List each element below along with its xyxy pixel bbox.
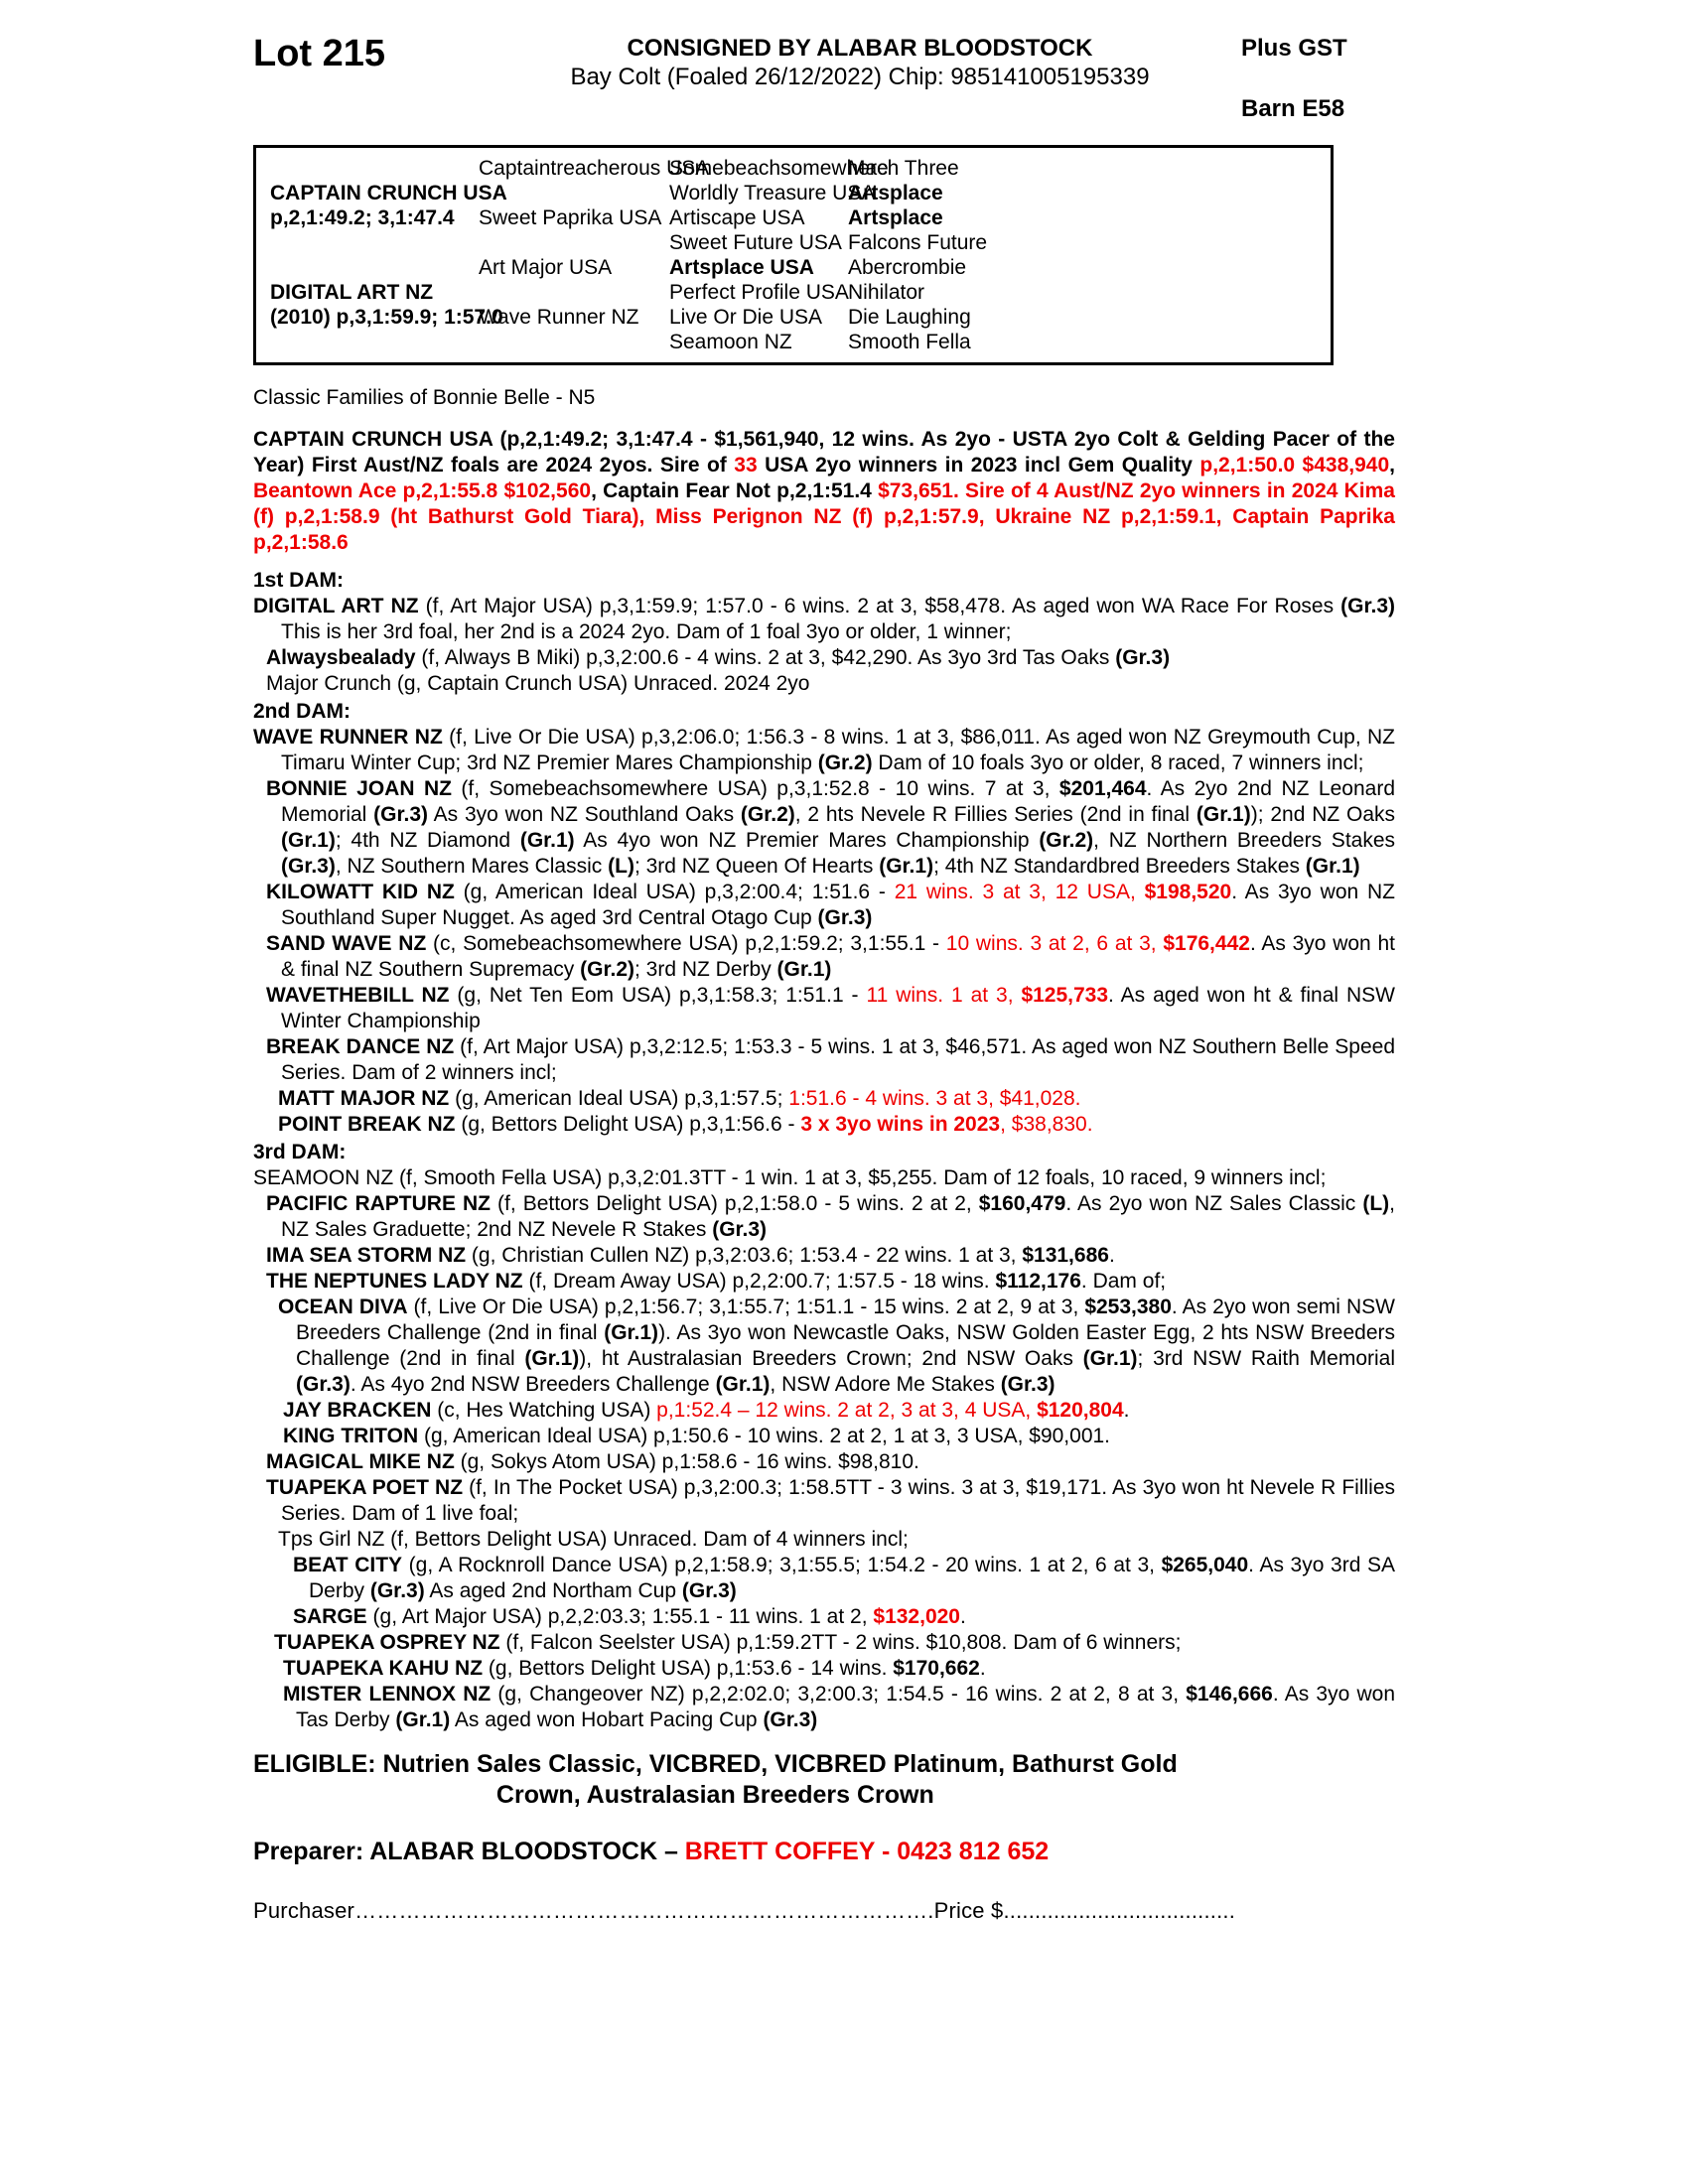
- pedigree-cell: [270, 330, 479, 354]
- entry-break-dance: BREAK DANCE NZ (f, Art Major USA) p,3,2:…: [266, 1035, 1396, 1084]
- purchaser-price-line: Purchaser…………………………………………………………………….Pric…: [253, 1898, 1236, 1923]
- pedigree-table: Captaintreacherous USA Somebeachsomewher…: [253, 145, 1334, 365]
- entry-alwaysbealady: Alwaysbealady (f, Always B Miki) p,3,2:0…: [266, 646, 1171, 669]
- header-center: CONSIGNED BY ALABAR BLOODSTOCK Bay Colt …: [487, 34, 1233, 91]
- entry-sarge: SARGE (g, Art Major USA) p,2,2:03.3; 1:5…: [293, 1605, 966, 1628]
- entry-ima-sea-storm: IMA SEA STORM NZ (g, Christian Cullen NZ…: [266, 1244, 1115, 1267]
- pedigree-cell: (2010) p,3,1:59.9; 1:57.0: [270, 306, 503, 329]
- pedigree-cell: Perfect Profile USA: [669, 281, 849, 304]
- family-note: Classic Families of Bonnie Belle - N5: [253, 386, 596, 409]
- pedigree-cell: Mach Three: [848, 157, 959, 180]
- pedigree-cell: DIGITAL ART NZ: [270, 281, 434, 304]
- pedigree-cell: [270, 230, 479, 255]
- pedigree-grid: Captaintreacherous USA Somebeachsomewher…: [270, 156, 1331, 354]
- entry-digital-art: DIGITAL ART NZ (f, Art Major USA) p,3,1:…: [253, 595, 1396, 643]
- pedigree-cell: Somebeachsomewhere: [669, 157, 889, 180]
- foaling-line: Bay Colt (Foaled 26/12/2022) Chip: 98514…: [570, 64, 1150, 90]
- entry-jay-bracken: JAY BRACKEN (c, Hes Watching USA) p,1:52…: [283, 1399, 1130, 1422]
- third-dam-heading: 3rd DAM:: [253, 1141, 347, 1163]
- pedigree-cell: Smooth Fella: [848, 331, 971, 353]
- entry-mister-lennox: MISTER LENNOX NZ (g, Changeover NZ) p,2,…: [283, 1683, 1395, 1731]
- entry-point-break: POINT BREAK NZ (g, Bettors Delight USA) …: [278, 1113, 1093, 1136]
- entry-tuapeka-osprey: TUAPEKA OSPREY NZ (f, Falcon Seelster US…: [274, 1631, 1182, 1654]
- pedigree-cell: Worldly Treasure USA: [669, 182, 876, 205]
- pedigree-cell: p,2,1:49.2; 3,1:47.4: [270, 206, 455, 229]
- barn-label: Barn E58: [1241, 95, 1345, 122]
- pedigree-cell: Die Laughing: [848, 306, 971, 329]
- pedigree-cell: [270, 156, 479, 181]
- pedigree-cell: [270, 255, 479, 280]
- entry-wavethebill: WAVETHEBILL NZ (g, Net Ten Eom USA) p,3,…: [266, 984, 1395, 1032]
- pedigree-cell: Sweet Paprika USA: [479, 206, 662, 229]
- first-dam-heading: 1st DAM:: [253, 569, 345, 592]
- entry-bonnie-joan: BONNIE JOAN NZ (f, Somebeachsomewhere US…: [266, 777, 1396, 878]
- entry-king-triton: KING TRITON (g, American Ideal USA) p,1:…: [283, 1425, 1111, 1447]
- entry-tuapeka-poet: TUAPEKA POET NZ (f, In The Pocket USA) p…: [266, 1476, 1396, 1525]
- eligibility-line-2: Crown, Australasian Breeders Crown: [495, 1781, 934, 1809]
- pedigree-cell: [479, 181, 669, 205]
- entry-kilowatt-kid: KILOWATT KID NZ (g, American Ideal USA) …: [266, 881, 1395, 929]
- preparer-line: Preparer: ALABAR BLOODSTOCK – BRETT COFF…: [253, 1838, 1050, 1865]
- header-right: Plus GST Barn E58: [1241, 34, 1395, 123]
- entry-magical-mike: MAGICAL MIKE NZ (g, Sokys Atom USA) p,1:…: [266, 1450, 919, 1473]
- lot-number: Lot 215: [253, 33, 386, 74]
- entry-major-crunch: Major Crunch (g, Captain Crunch USA) Unr…: [266, 672, 810, 695]
- pedigree-cell: Live Or Die USA: [669, 306, 823, 329]
- page-header: Lot 215 CONSIGNED BY ALABAR BLOODSTOCK B…: [253, 34, 1395, 123]
- entry-ocean-diva: OCEAN DIVA (f, Live Or Die USA) p,2,1:56…: [278, 1296, 1395, 1396]
- pedigree-cell: Sweet Future USA: [669, 231, 842, 254]
- pedigree-cell: [479, 230, 669, 255]
- entry-neptunes-lady: THE NEPTUNES LADY NZ (f, Dream Away USA)…: [266, 1270, 1167, 1293]
- entry-tuapeka-kahu: TUAPEKA KAHU NZ (g, Bettors Delight USA)…: [283, 1657, 986, 1680]
- pedigree-cell: Art Major USA: [479, 256, 613, 279]
- sire-paragraph: CAPTAIN CRUNCH USA (p,2,1:49.2; 3,1:47.4…: [253, 428, 1395, 554]
- pedigree-cell: Falcons Future: [848, 231, 988, 254]
- entry-pacific-rapture: PACIFIC RAPTURE NZ (f, Bettors Delight U…: [266, 1192, 1395, 1241]
- pedigree-cell: Artiscape USA: [669, 206, 805, 229]
- entry-tps-girl: Tps Girl NZ (f, Bettors Delight USA) Unr…: [278, 1528, 909, 1551]
- pedigree-cell: Artsplace: [848, 206, 943, 229]
- pedigree-cell: Wave Runner NZ: [479, 306, 639, 329]
- pedigree-cell: Seamoon NZ: [669, 331, 792, 353]
- second-dam-heading: 2nd DAM:: [253, 700, 351, 723]
- pedigree-cell: Abercrombie: [848, 256, 967, 279]
- pedigree-cell: Artsplace USA: [669, 256, 814, 279]
- pedigree-cell: Artsplace: [848, 182, 943, 205]
- entry-sand-wave: SAND WAVE NZ (c, Somebeachsomewhere USA)…: [266, 932, 1395, 981]
- plus-gst-label: Plus GST: [1241, 35, 1347, 62]
- eligibility-line-1: ELIGIBLE: Nutrien Sales Classic, VICBRED…: [253, 1750, 1178, 1778]
- consignor-title: CONSIGNED BY ALABAR BLOODSTOCK: [627, 35, 1093, 62]
- pedigree-cell: Captaintreacherous USA: [479, 157, 710, 180]
- pedigree-cell: [479, 280, 669, 305]
- pedigree-cell: CAPTAIN CRUNCH USA: [270, 182, 507, 205]
- entry-beat-city: BEAT CITY (g, A Rocknroll Dance USA) p,2…: [293, 1554, 1395, 1602]
- eligibility-block: ELIGIBLE: Nutrien Sales Classic, VICBRED…: [253, 1749, 1178, 1811]
- entry-wave-runner: WAVE RUNNER NZ (f, Live Or Die USA) p,3,…: [253, 726, 1395, 774]
- pedigree-cell: Nihilator: [848, 281, 925, 304]
- pedigree-cell: [479, 330, 669, 354]
- entry-seamoon: SEAMOON NZ (f, Smooth Fella USA) p,3,2:0…: [253, 1166, 1327, 1189]
- entry-matt-major: MATT MAJOR NZ (g, American Ideal USA) p,…: [278, 1087, 1081, 1110]
